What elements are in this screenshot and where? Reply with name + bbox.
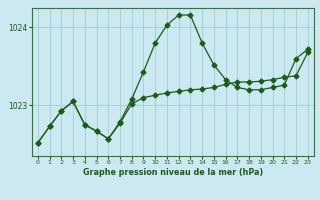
X-axis label: Graphe pression niveau de la mer (hPa): Graphe pression niveau de la mer (hPa) [83,168,263,177]
